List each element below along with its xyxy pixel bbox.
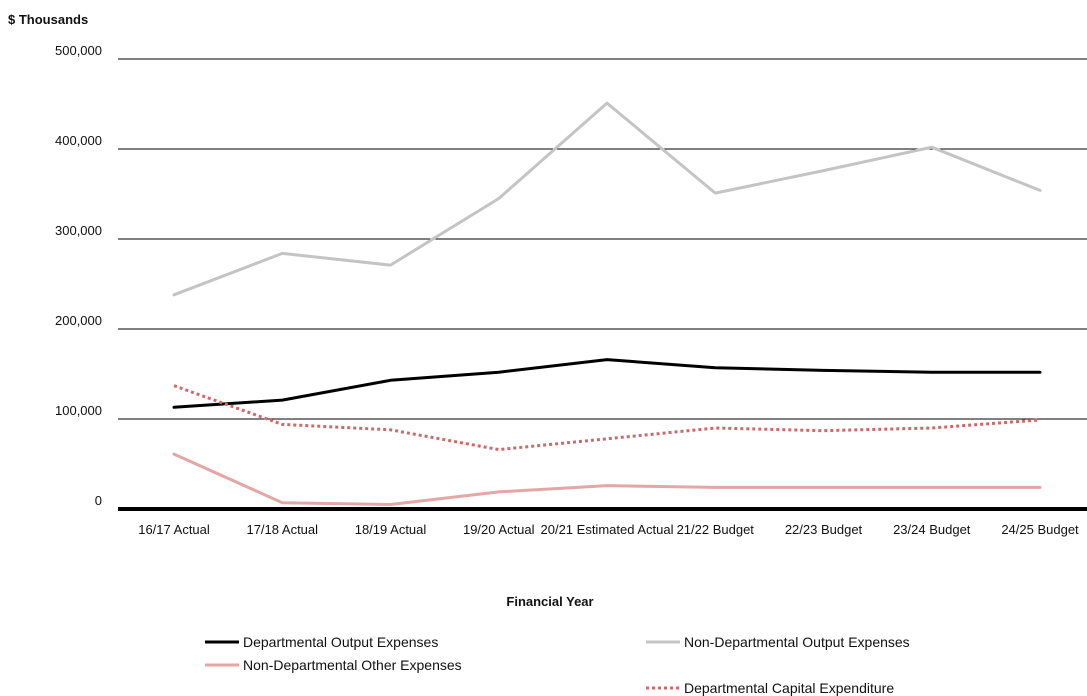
x-tick-label: 16/17 Actual	[138, 522, 210, 537]
y-tick-label: 0	[95, 493, 102, 508]
y-unit-label: $ Thousands	[8, 12, 88, 27]
x-tick-label: 24/25 Budget	[1001, 522, 1079, 537]
x-tick-label: 18/19 Actual	[355, 522, 427, 537]
series-line-2	[172, 101, 1042, 297]
series-line-1	[172, 358, 1042, 409]
legend: Departmental Output Expenses Non-Departme…	[205, 634, 910, 696]
legend-label: Non-Departmental Output Expenses	[684, 634, 910, 650]
y-tick-label: 300,000	[55, 223, 102, 238]
x-tick-label: 23/24 Budget	[893, 522, 971, 537]
x-tick-label: 17/18 Actual	[246, 522, 318, 537]
legend-label: Non-Departmental Other Expenses	[243, 657, 462, 673]
x-tick-label: 21/22 Budget	[677, 522, 755, 537]
x-axis-title: Financial Year	[506, 594, 593, 609]
x-tick-label: 19/20 Actual	[463, 522, 535, 537]
series-line-3	[172, 452, 1042, 506]
y-tick-label: 500,000	[55, 43, 102, 58]
x-tick-label: 22/23 Budget	[785, 522, 863, 537]
y-tick-label: 100,000	[55, 403, 102, 418]
gridlines	[118, 58, 1087, 511]
y-tick-label: 400,000	[55, 133, 102, 148]
x-tick-label: 20/21 Estimated Actual	[541, 522, 674, 537]
y-tick-labels: 0 100,000 200,000 300,000 400,000 500,000	[55, 43, 102, 508]
y-tick-label: 200,000	[55, 313, 102, 328]
legend-label: Departmental Capital Expenditure	[684, 680, 894, 696]
x-tick-labels: 16/17 Actual 17/18 Actual 18/19 Actual 19/2…	[138, 522, 1079, 537]
legend-label: Departmental Output Expenses	[243, 634, 438, 650]
series-lines	[172, 101, 1042, 506]
series-line-4	[173, 384, 1041, 452]
